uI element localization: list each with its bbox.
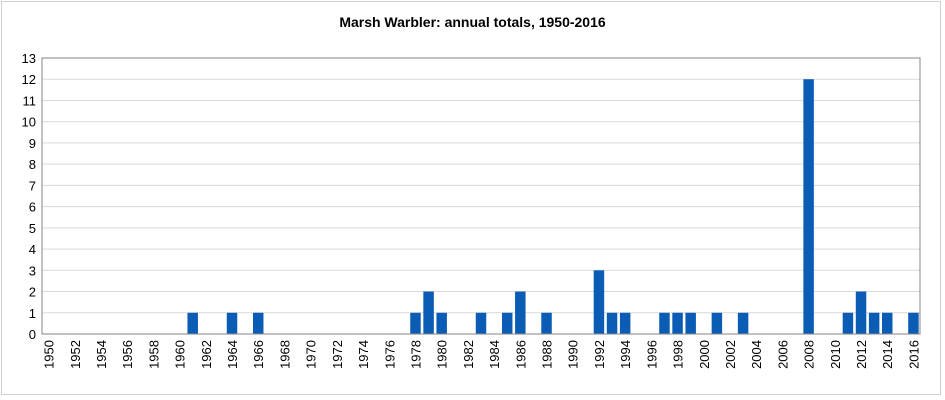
x-tick-label: 1954 [94,340,109,369]
y-tick-label: 8 [29,157,36,172]
x-tick-label: 1982 [461,340,476,369]
x-tick-label: 2000 [697,340,712,369]
x-tick-label: 1964 [225,340,240,369]
y-tick-label: 12 [22,72,36,87]
x-tick-label: 1962 [199,340,214,369]
bar-1966 [252,312,264,334]
y-tick-label: 0 [29,327,36,342]
x-tick-label: 1990 [566,340,581,369]
x-tick-label: 2006 [775,340,790,369]
bar-1998 [672,312,683,334]
y-tick-label: 7 [29,178,36,193]
y-tick-label: 11 [23,93,37,108]
plot-area [41,57,921,335]
bar-1997 [659,312,670,334]
x-tick-label: 2008 [802,340,817,369]
x-tick-label: 1994 [618,340,633,369]
x-tick-label: 1986 [513,340,528,369]
x-tick-label: 1996 [644,340,659,369]
bar-1986 [515,291,526,334]
x-tick-label: 1970 [304,340,319,369]
bar-2014 [881,312,893,334]
x-tick-label: 1960 [173,340,188,369]
bar-1978 [410,312,421,334]
x-tick-label: 1966 [251,340,266,369]
y-tick-label: 6 [29,200,36,215]
x-tick-label: 2012 [854,340,869,369]
y-tick-label: 4 [29,242,36,257]
x-tick-label: 1972 [330,340,345,369]
x-tick-label: 1984 [487,340,502,369]
y-tick-label: 2 [29,285,36,300]
y-tick-label: 10 [22,115,36,130]
bar-1961 [187,312,198,334]
x-tick-label: 1976 [382,340,397,369]
x-tick-label: 1952 [68,340,83,369]
bar-1994 [619,312,631,334]
x-tick-label: 1950 [42,340,57,369]
x-tick-label: 1978 [408,340,423,369]
bar-1985 [501,312,513,334]
bar-2008 [803,79,814,334]
x-tick-label: 1980 [435,340,450,369]
bar-2012 [855,291,867,334]
chart-title: Marsh Warbler: annual totals, 1950-2016 [339,14,606,30]
bar-1983 [475,312,487,334]
y-tick-label: 9 [29,136,36,151]
bar-1993 [606,312,618,334]
x-tick-label: 2002 [723,340,738,369]
chart-frame [1,1,941,395]
bar-1979 [423,291,434,334]
bar-1992 [593,270,605,334]
bar-2016 [908,312,919,334]
y-tick-label: 13 [22,51,36,66]
bar-1964 [226,312,238,334]
bar-1999 [685,312,696,334]
y-tick-label: 3 [29,263,36,278]
y-tick-label: 5 [29,221,36,236]
x-tick-label: 1992 [592,340,607,369]
bar-2003 [737,312,749,334]
x-tick-label: 2004 [749,340,764,369]
x-tick-label: 1968 [277,340,292,369]
x-tick-label: 1998 [671,340,686,369]
x-tick-label: 1958 [146,340,161,369]
x-tick-label: 2010 [828,340,843,369]
bar-2013 [868,312,880,334]
x-tick-label: 1974 [356,340,371,369]
bar-2011 [842,312,854,334]
x-tick-label: 1956 [120,340,135,369]
bar-1988 [541,312,552,334]
bar-2001 [711,312,723,334]
bar-1980 [436,312,447,334]
x-tick-label: 2016 [906,340,921,369]
x-tick-label: 2014 [880,340,895,369]
y-tick-label: 1 [29,306,36,321]
x-tick-label: 1988 [540,340,555,369]
